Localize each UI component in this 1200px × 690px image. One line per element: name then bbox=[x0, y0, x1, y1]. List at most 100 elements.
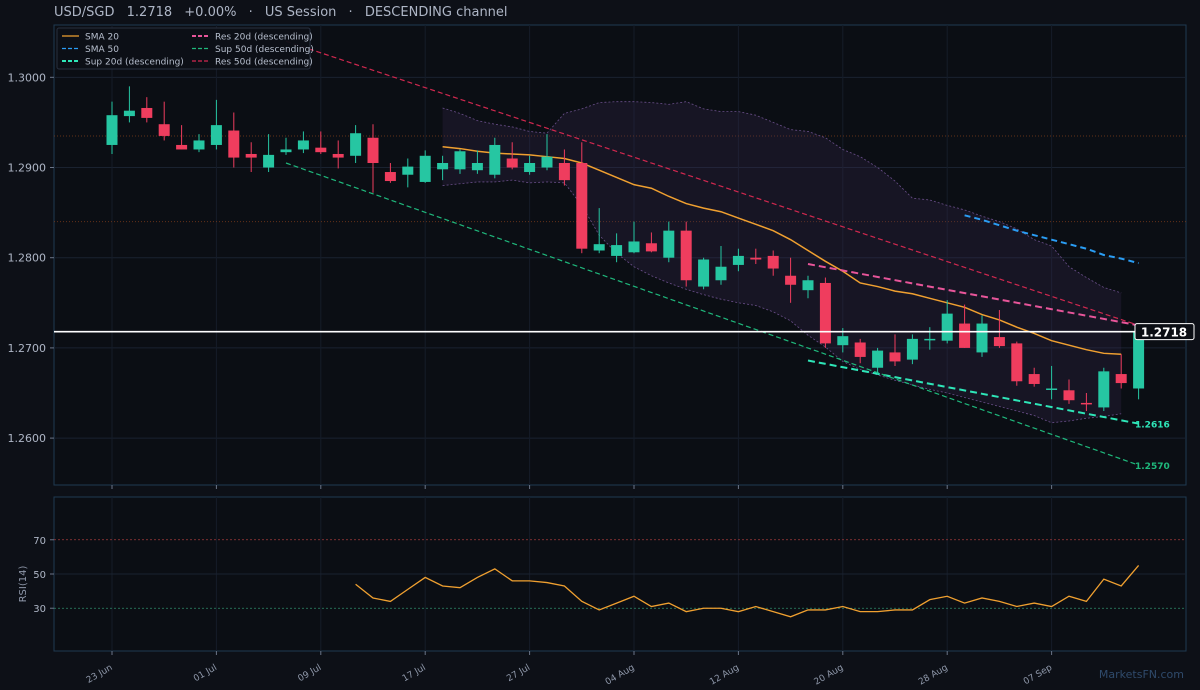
price-label: 1.2718 bbox=[126, 5, 173, 20]
candle-body bbox=[576, 163, 588, 249]
candle-body bbox=[1028, 374, 1040, 384]
candle-body bbox=[193, 140, 205, 150]
x-tick-label: 07 Sep bbox=[1022, 663, 1054, 687]
legend-label: Sup 20d (descending) bbox=[85, 58, 184, 68]
candle-body bbox=[419, 155, 431, 182]
candle-body bbox=[785, 275, 797, 285]
candle-body bbox=[837, 336, 849, 346]
candle-body bbox=[437, 163, 449, 170]
change-label: +0.00% bbox=[184, 5, 237, 20]
rsi-tick-label: 30 bbox=[33, 604, 46, 615]
x-tick-label: 01 Jul bbox=[192, 663, 219, 684]
candle-body bbox=[750, 257, 762, 260]
candle-body bbox=[698, 259, 710, 287]
candle-body bbox=[872, 350, 884, 368]
y-tick-label: 1.2900 bbox=[8, 162, 47, 175]
sma-20-line bbox=[442, 146, 1122, 355]
legend-label: Res 20d (descending) bbox=[215, 33, 313, 43]
candle-body bbox=[123, 110, 135, 117]
candle-body bbox=[558, 163, 570, 181]
candle-body bbox=[332, 153, 344, 158]
candle-body bbox=[1046, 388, 1058, 390]
candle-body bbox=[367, 137, 379, 163]
candle-body bbox=[889, 352, 901, 362]
legend-label: Sup 50d (descending) bbox=[215, 45, 314, 55]
candle-body bbox=[402, 166, 414, 175]
candle-body bbox=[732, 255, 744, 265]
legend-label: Res 50d (descending) bbox=[215, 58, 313, 68]
watermark: MarketsFN.com bbox=[1098, 668, 1184, 681]
candle-body bbox=[176, 144, 188, 150]
bollinger-band bbox=[442, 101, 1122, 423]
x-tick-label: 17 Jul bbox=[401, 663, 428, 684]
legend-label: SMA 20 bbox=[85, 33, 119, 43]
candle-body bbox=[141, 107, 153, 118]
candle-body bbox=[906, 338, 918, 360]
candle-body bbox=[506, 158, 518, 168]
candle-body bbox=[959, 323, 971, 348]
candle-body bbox=[350, 133, 362, 156]
rsi-axis-label: RSI(14) bbox=[18, 566, 29, 603]
candle-body bbox=[1115, 374, 1127, 384]
candle-body bbox=[767, 255, 779, 269]
candle-body bbox=[1080, 402, 1092, 405]
candle-body bbox=[384, 172, 396, 182]
symbol-label: USD/SGD bbox=[54, 5, 115, 20]
x-tick-label: 09 Jul bbox=[297, 663, 324, 684]
x-tick-label: 23 Jun bbox=[85, 663, 115, 686]
candle-body bbox=[819, 282, 831, 344]
candle-body bbox=[245, 153, 257, 158]
candle-body bbox=[941, 313, 953, 341]
bollinger-upper bbox=[442, 101, 1122, 294]
separator: · bbox=[348, 5, 353, 20]
price-tag bbox=[1134, 323, 1195, 341]
rsi-tick-label: 50 bbox=[33, 570, 46, 581]
candle-body bbox=[158, 124, 170, 136]
sma-50-line bbox=[964, 214, 1139, 265]
candle-body bbox=[263, 154, 275, 168]
candle-body bbox=[663, 230, 675, 258]
candle-body bbox=[228, 130, 240, 158]
chart-header: USD/SGD 1.2718 +0.00% · US Session · DES… bbox=[54, 5, 512, 20]
legend-label: SMA 50 bbox=[85, 45, 119, 55]
res-20d-descending-line bbox=[807, 263, 1139, 327]
candle-body bbox=[280, 149, 292, 153]
candle-body bbox=[106, 115, 118, 145]
x-tick-label: 28 Aug bbox=[917, 663, 950, 688]
y-tick-label: 1.2600 bbox=[8, 432, 47, 445]
y-tick-label: 1.3000 bbox=[8, 71, 47, 84]
candle-body bbox=[524, 163, 536, 173]
candle-body bbox=[993, 337, 1005, 347]
separator: · bbox=[248, 5, 253, 20]
price-panel bbox=[53, 24, 1187, 486]
session-label: US Session bbox=[264, 5, 337, 20]
candle-body bbox=[1011, 343, 1023, 382]
y-tick-label: 1.2700 bbox=[8, 342, 47, 355]
candle-body bbox=[471, 163, 483, 171]
candle-body bbox=[645, 243, 657, 252]
x-tick-label: 27 Jul bbox=[505, 663, 532, 684]
candle-body bbox=[924, 338, 936, 341]
rsi-tick-label: 70 bbox=[33, 536, 46, 547]
x-tick-label: 12 Aug bbox=[708, 663, 741, 688]
candle-body bbox=[628, 241, 640, 253]
y-tick-label: 1.2800 bbox=[8, 252, 47, 265]
candle-body bbox=[854, 342, 866, 357]
candle-body bbox=[715, 266, 727, 281]
candle-body bbox=[315, 147, 327, 153]
candle-body bbox=[593, 244, 605, 251]
x-tick-label: 20 Aug bbox=[813, 663, 846, 688]
rsi-line bbox=[355, 565, 1140, 618]
candle-body bbox=[1063, 390, 1075, 401]
candle-body bbox=[1133, 331, 1145, 389]
candle-body bbox=[297, 140, 309, 150]
level-label: 1.2570 bbox=[1135, 462, 1170, 472]
candle-body bbox=[454, 151, 466, 170]
bollinger-lower bbox=[442, 179, 1122, 424]
x-tick-label: 04 Aug bbox=[604, 663, 637, 688]
legend-box bbox=[56, 27, 311, 70]
res-50d-descending-line bbox=[285, 40, 1139, 326]
candle-body bbox=[611, 245, 623, 256]
